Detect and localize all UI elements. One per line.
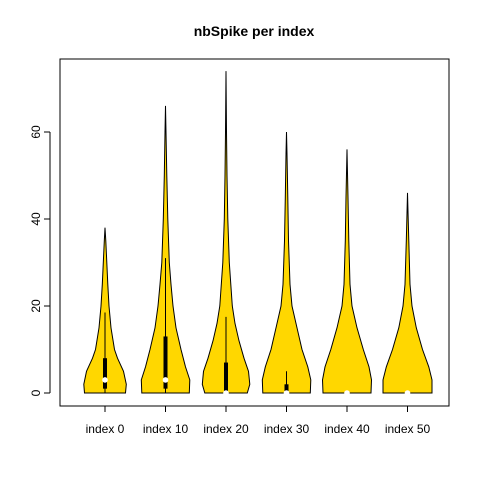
violin-iqr-box xyxy=(163,336,168,389)
violin-index-40 xyxy=(321,149,373,396)
chart-title: nbSpike per index xyxy=(194,23,315,39)
violin-median-point xyxy=(404,390,411,396)
violin-median-point xyxy=(162,377,169,383)
violin-median-point xyxy=(344,390,350,396)
violin-shape xyxy=(201,71,251,394)
x-axis: index 0 index 10 index 20 index 30 index 40 i… xyxy=(86,405,431,436)
x-tick-label: index 40 xyxy=(324,422,370,436)
violin-index-50 xyxy=(382,192,433,396)
x-tick-label: index 50 xyxy=(385,422,431,436)
violin-median-point xyxy=(102,377,108,383)
y-tick-label: 40 xyxy=(29,212,43,226)
violin-iqr-box xyxy=(103,358,107,389)
violin-shape xyxy=(261,131,312,394)
y-tick-label: 60 xyxy=(29,125,43,139)
violins-layer xyxy=(83,71,433,396)
y-tick-label: 0 xyxy=(29,389,43,396)
x-tick-label: index 0 xyxy=(86,422,125,436)
violin-median-point xyxy=(283,390,290,396)
violin-iqr-box xyxy=(224,362,228,393)
violin-index-0 xyxy=(83,227,127,394)
y-tick-label: 20 xyxy=(29,299,43,313)
violin-shape xyxy=(140,105,191,394)
violin-iqr-box xyxy=(284,384,289,393)
violin-index-30 xyxy=(261,131,312,396)
violin-index-10 xyxy=(140,105,191,394)
x-tick-label: index 10 xyxy=(143,422,189,436)
violin-shape xyxy=(382,192,433,394)
violin-shape xyxy=(83,227,127,394)
violin-index-20 xyxy=(201,71,251,396)
y-axis: 0 20 40 60 xyxy=(29,125,51,396)
x-tick-label: index 20 xyxy=(203,422,249,436)
violin-median-point xyxy=(223,390,229,396)
violin-shape xyxy=(321,149,373,394)
x-tick-label: index 30 xyxy=(264,422,310,436)
